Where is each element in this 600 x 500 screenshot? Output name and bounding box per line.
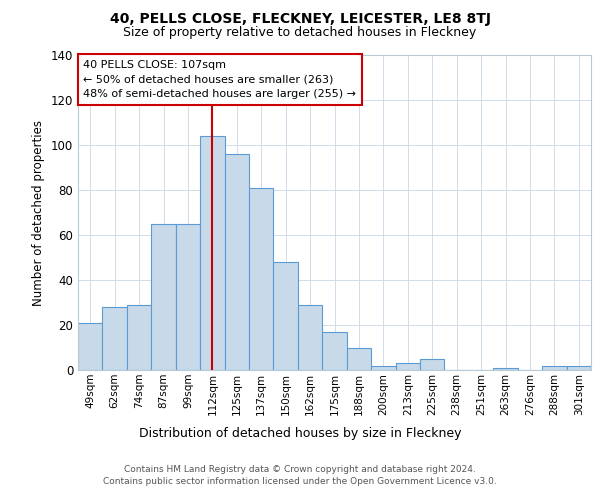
Bar <box>371 366 395 370</box>
Bar <box>298 304 322 370</box>
Bar <box>176 224 200 370</box>
Bar <box>566 366 591 370</box>
Bar <box>224 154 249 370</box>
Y-axis label: Number of detached properties: Number of detached properties <box>32 120 45 306</box>
Text: Size of property relative to detached houses in Fleckney: Size of property relative to detached ho… <box>124 26 476 39</box>
Bar <box>78 323 103 370</box>
Bar <box>200 136 224 370</box>
Text: 40, PELLS CLOSE, FLECKNEY, LEICESTER, LE8 8TJ: 40, PELLS CLOSE, FLECKNEY, LEICESTER, LE… <box>110 12 491 26</box>
Bar <box>493 368 518 370</box>
Bar <box>249 188 274 370</box>
Bar <box>127 304 151 370</box>
Bar <box>347 348 371 370</box>
Bar <box>395 363 420 370</box>
Bar <box>420 359 445 370</box>
Bar <box>103 307 127 370</box>
Text: 40 PELLS CLOSE: 107sqm
← 50% of detached houses are smaller (263)
48% of semi-de: 40 PELLS CLOSE: 107sqm ← 50% of detached… <box>83 60 356 100</box>
Bar <box>322 332 347 370</box>
Text: Contains HM Land Registry data © Crown copyright and database right 2024.
Contai: Contains HM Land Registry data © Crown c… <box>103 465 497 486</box>
Bar <box>151 224 176 370</box>
Bar <box>274 262 298 370</box>
Text: Distribution of detached houses by size in Fleckney: Distribution of detached houses by size … <box>139 428 461 440</box>
Bar <box>542 366 566 370</box>
